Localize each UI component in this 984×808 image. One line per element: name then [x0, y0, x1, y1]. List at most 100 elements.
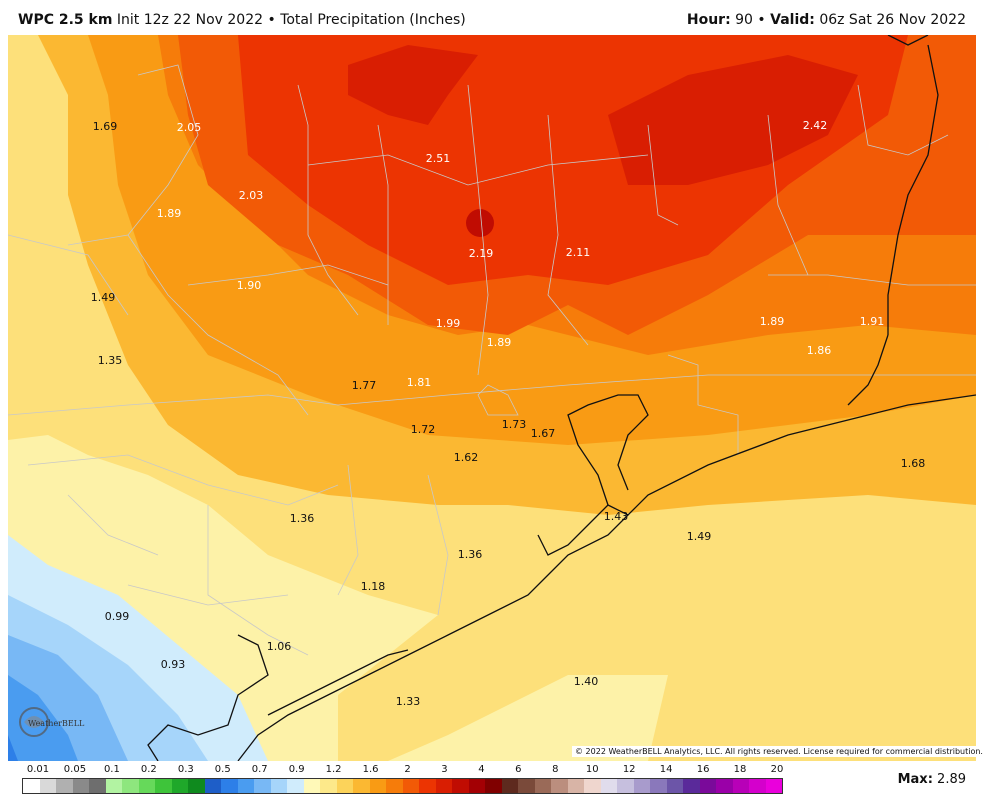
map-value: 1.90: [237, 279, 262, 292]
legend-tick-label: 16: [696, 764, 710, 775]
legend-swatch: [534, 779, 551, 793]
legend-tick-label: 3: [441, 764, 448, 775]
map-value: 1.33: [396, 695, 421, 708]
legend-tick-labels: 0.01 0.05 0.1 0.2 0.3 0.5 0.7 0.9 1.2 1.6 2 3 4 6 8 10 1…: [22, 764, 784, 778]
model-name: WPC 2.5 km: [18, 12, 113, 28]
legend-swatch: [320, 779, 337, 793]
legend-tick-label: 2: [404, 764, 411, 775]
legend-swatch: [749, 779, 766, 793]
map-value: 2.51: [426, 152, 451, 165]
legend-swatch: [89, 779, 106, 793]
legend-swatch: [518, 779, 535, 793]
valid-label: Valid:: [770, 12, 815, 28]
legend-swatch: [435, 779, 452, 793]
legend-swatch: [39, 779, 56, 793]
logo-text: WeatherBELL: [28, 719, 85, 728]
coastline: [147, 35, 976, 761]
map-value: 1.36: [290, 512, 315, 525]
legend-swatch: [155, 779, 172, 793]
legend-swatch: [336, 779, 353, 793]
legend-swatch: [468, 779, 485, 793]
legend-swatch: [402, 779, 419, 793]
legend-swatch: [221, 779, 238, 793]
legend-tick-label: 10: [585, 764, 599, 775]
legend-tick-label: 0.7: [251, 764, 268, 775]
legend-swatch: [452, 779, 469, 793]
header-separator: •: [267, 12, 276, 28]
map-value: 1.72: [411, 423, 436, 436]
map-value: 1.91: [860, 315, 885, 328]
map-value: 1.86: [807, 344, 832, 357]
legend-swatch: [122, 779, 139, 793]
legend-swatch: [683, 779, 700, 793]
map-value: 1.35: [98, 354, 123, 367]
map-value: 0.93: [161, 658, 186, 671]
legend-swatch: [138, 779, 155, 793]
legend-swatch: [105, 779, 122, 793]
legend-swatch: [666, 779, 683, 793]
legend-tick-label: 14: [659, 764, 673, 775]
map-value: 1.99: [436, 317, 461, 330]
map-value: 2.05: [177, 121, 202, 134]
legend-tick-label: 0.1: [103, 764, 120, 775]
legend-tick-label: 6: [515, 764, 522, 775]
map-value: 2.19: [469, 247, 494, 260]
map-value: 1.49: [687, 530, 712, 543]
map-value: 1.69: [93, 120, 118, 133]
map-value: 1.67: [531, 427, 556, 440]
legend-tick-label: 1.2: [325, 764, 342, 775]
legend-swatch: [369, 779, 386, 793]
legend-tick-label: 8: [552, 764, 559, 775]
max-value: Max: 2.89: [897, 772, 966, 787]
legend-swatch: [254, 779, 271, 793]
map-value: 2.42: [803, 119, 828, 132]
legend-swatch: [353, 779, 370, 793]
header-title: WPC 2.5 km Init 12z 22 Nov 2022 • Total …: [18, 12, 466, 28]
legend-swatch: [204, 779, 221, 793]
legend-tick-label: 18: [733, 764, 747, 775]
map-value: 1.89: [487, 336, 512, 349]
legend-swatch: [716, 779, 733, 793]
map-value: 1.43: [604, 510, 629, 523]
legend-swatch: [699, 779, 716, 793]
legend-tick-label: 0.01: [26, 764, 50, 775]
map-value: 1.40: [574, 675, 599, 688]
map-value: 1.62: [454, 451, 479, 464]
map-value: 1.06: [267, 640, 292, 653]
max-number: 2.89: [937, 772, 966, 787]
legend-swatch: [650, 779, 667, 793]
legend-swatch: [485, 779, 502, 793]
hour-value: 90: [735, 12, 753, 28]
header-separator: •: [757, 12, 766, 28]
valid-value: 06z Sat 26 Nov 2022: [819, 12, 966, 28]
band-3-4a: [348, 45, 478, 125]
legend-swatch: [567, 779, 584, 793]
legend-tick-label: 1.6: [362, 764, 379, 775]
band-3-4b: [608, 55, 858, 185]
legend-tick-label: 0.5: [214, 764, 231, 775]
band-0.3-0.5: [8, 675, 78, 761]
legend-swatch: [287, 779, 304, 793]
legend-swatch: [732, 779, 749, 793]
map-value: 1.89: [157, 207, 182, 220]
map-value: 1.68: [901, 457, 926, 470]
weatherbell-logo: WeatherBELL: [19, 707, 85, 737]
hour-label: Hour:: [686, 12, 731, 28]
map-value: 1.36: [458, 548, 483, 561]
legend-tick-label: 12: [622, 764, 636, 775]
legend-tick-label: 0.3: [177, 764, 194, 775]
map-value: 1.77: [352, 379, 377, 392]
map-value: 2.11: [566, 246, 591, 259]
legend-swatch: [633, 779, 650, 793]
map-value: 1.89: [760, 315, 785, 328]
precipitation-map: 1.69 2.05 2.51 2.42 1.89 2.03 2.19 2.11 …: [8, 35, 976, 761]
header-valid: Hour: 90 • Valid: 06z Sat 26 Nov 2022: [687, 12, 966, 28]
map-value: 1.18: [361, 580, 386, 593]
legend-swatch: [23, 779, 40, 793]
legend-tick-label: 4: [478, 764, 485, 775]
map-value: 1.73: [502, 418, 527, 431]
band-max-core: [466, 209, 494, 237]
color-legend: 0.01 0.05 0.1 0.2 0.3 0.5 0.7 0.9 1.2 1.6 2 3 4 6 8 10 1…: [22, 764, 784, 800]
legend-swatch: [584, 779, 601, 793]
map-canvas: 1.69 2.05 2.51 2.42 1.89 2.03 2.19 2.11 …: [8, 35, 976, 761]
